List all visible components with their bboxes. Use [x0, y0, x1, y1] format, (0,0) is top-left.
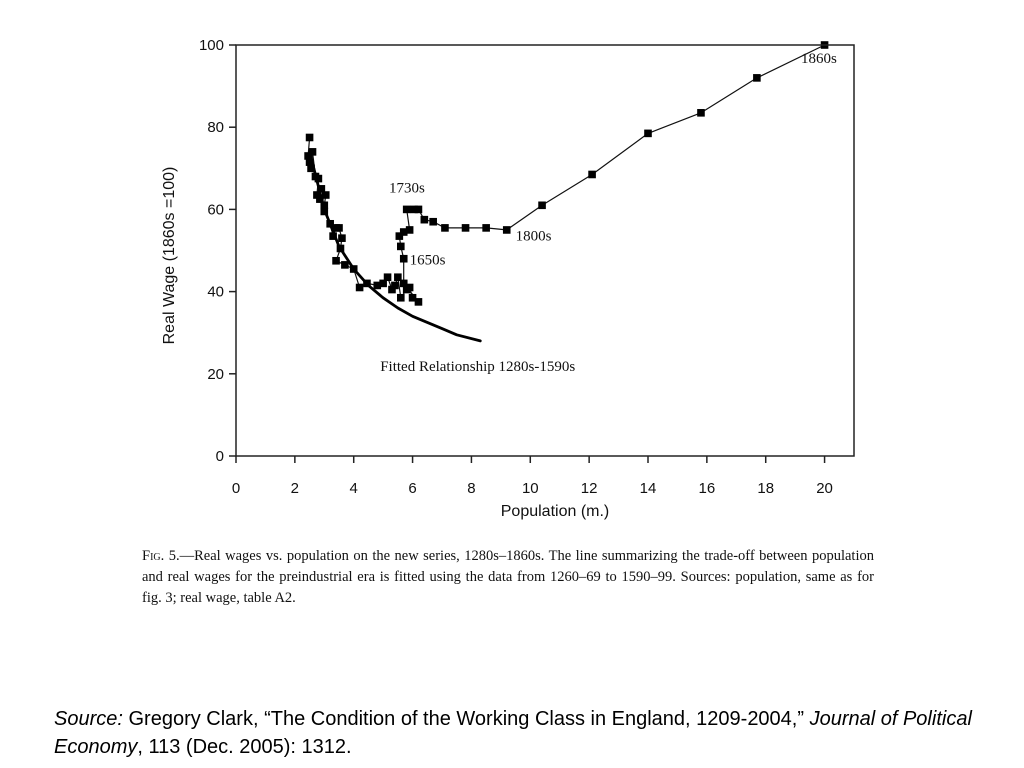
data-point	[482, 224, 490, 232]
data-point	[399, 254, 408, 263]
data-point	[391, 281, 399, 290]
data-point	[397, 293, 405, 302]
y-tick-label: 100	[199, 37, 224, 54]
data-point	[379, 279, 387, 288]
source-author: Gregory Clark, “The Condition of the Wor…	[122, 708, 810, 730]
data-point	[408, 293, 417, 302]
x-tick-label: 4	[350, 480, 358, 497]
data-point	[405, 283, 414, 292]
data-point	[395, 232, 404, 240]
data-point	[388, 285, 396, 294]
source-journal: Journal of Political Economy	[54, 708, 972, 758]
data-point	[697, 109, 705, 117]
data-point	[304, 152, 312, 160]
annotation-layer: 1860s 1730s 1800s 1650s Fitted Relationship …	[380, 51, 837, 375]
fitted-curve	[308, 150, 482, 343]
data-point	[429, 217, 437, 226]
data-point	[338, 234, 346, 242]
x-axis-title: Population (m.)	[501, 503, 610, 520]
caption-text: —Real wages vs. population on the new se…	[142, 548, 874, 606]
data-point	[502, 226, 511, 234]
data-point	[329, 232, 337, 240]
data-point	[307, 164, 315, 173]
data-point	[317, 185, 326, 193]
data-point	[332, 256, 340, 265]
data-point	[399, 279, 408, 288]
data-point	[373, 281, 382, 290]
annotation-label: 1800s	[516, 229, 552, 245]
wage-population-chart: 0 20 40 60 80 100 0 2 4 6 8 10 12 14 16 18 20 1860s 1730…	[161, 37, 855, 520]
data-point	[394, 273, 402, 282]
series-layer	[304, 41, 829, 343]
data-point	[753, 74, 761, 82]
data-point	[308, 148, 317, 156]
data-point	[461, 224, 470, 232]
y-tick-label: 40	[207, 284, 224, 301]
y-axis-title: Real Wage (1860s =100)	[161, 167, 178, 345]
x-tick-label: 2	[291, 480, 299, 497]
x-tick-label: 14	[640, 480, 657, 497]
x-tick-label: 0	[232, 480, 240, 497]
y-axis-ticks: 0 20 40 60 80 100	[199, 37, 236, 465]
data-point	[383, 273, 392, 282]
x-tick-label: 6	[408, 480, 416, 497]
plot-frame	[235, 44, 855, 457]
data-point	[410, 205, 418, 214]
data-point	[314, 174, 323, 183]
annotation-label: 1730s	[389, 181, 425, 197]
source-details: , 113 (Dec. 2005): 1312.	[137, 736, 352, 758]
series-line	[307, 44, 825, 303]
y-tick-label: 60	[207, 201, 224, 218]
x-tick-label: 10	[522, 480, 539, 497]
x-tick-label: 12	[581, 480, 598, 497]
y-tick-label: 80	[207, 119, 224, 136]
data-point	[305, 158, 314, 166]
figure-label: Fig. 5.	[142, 548, 180, 564]
data-point	[399, 228, 408, 236]
data-point	[321, 191, 330, 199]
source-citation: Source: Gregory Clark, “The Condition of…	[54, 705, 974, 761]
data-point	[402, 205, 411, 214]
annotation-label: 1860s	[801, 51, 837, 67]
annotation-label: Fitted Relationship 1280s-1590s	[380, 359, 575, 375]
data-point	[588, 170, 596, 179]
data-point	[313, 191, 321, 199]
data-point	[305, 133, 314, 142]
data-point	[397, 242, 405, 251]
data-point	[355, 283, 364, 292]
data-point	[414, 298, 423, 306]
x-tick-label: 18	[757, 480, 774, 497]
data-point	[644, 129, 652, 138]
x-tick-label: 8	[467, 480, 475, 497]
data-point	[414, 205, 423, 214]
data-point	[316, 195, 324, 203]
data-point	[538, 201, 546, 210]
data-point	[341, 261, 349, 269]
data-point	[420, 215, 429, 224]
annotation-label: 1650s	[410, 252, 446, 268]
x-tick-label: 16	[699, 480, 716, 497]
data-point	[405, 226, 414, 234]
x-tick-label: 20	[816, 480, 833, 497]
data-point	[335, 224, 343, 232]
x-axis-ticks: 0 2 4 6 8 10 12 14 16 18 20	[232, 456, 833, 497]
y-tick-label: 0	[216, 448, 224, 465]
data-point	[441, 224, 449, 232]
source-label: Source:	[54, 708, 123, 730]
figure-caption: Fig. 5.—Real wages vs. population on the…	[142, 546, 874, 609]
y-tick-label: 20	[207, 366, 224, 383]
